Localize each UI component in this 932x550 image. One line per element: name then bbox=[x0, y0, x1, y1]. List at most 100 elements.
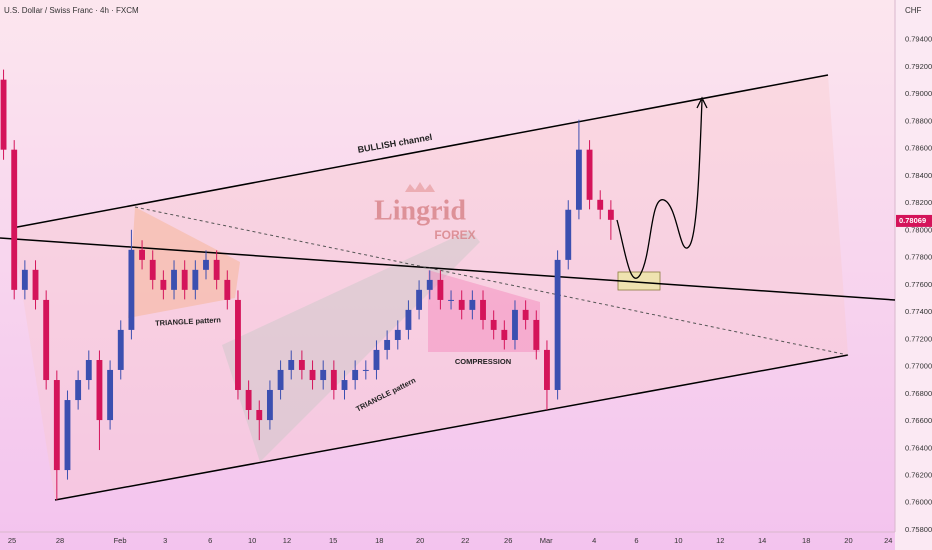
y-tick-label: 0.77800 bbox=[905, 253, 932, 262]
candle-body bbox=[11, 149, 18, 290]
candle-body bbox=[448, 299, 454, 301]
y-tick-label: 0.76000 bbox=[905, 498, 932, 507]
y-tick-label: 0.76400 bbox=[905, 443, 932, 452]
y-tick-label: 0.79000 bbox=[905, 89, 932, 98]
candle-body bbox=[384, 339, 391, 350]
candle-body bbox=[575, 149, 582, 210]
candle-body bbox=[320, 369, 327, 381]
candle-body bbox=[64, 400, 71, 471]
dashed-line bbox=[134, 206, 849, 356]
candle-body bbox=[490, 319, 497, 330]
candle-body bbox=[288, 360, 295, 370]
x-tick-label: 10 bbox=[674, 536, 682, 545]
candle-body bbox=[426, 279, 433, 290]
chart-title: U.S. Dollar / Swiss Franc · 4h · FXCM bbox=[4, 6, 139, 15]
candle-body bbox=[458, 299, 465, 310]
y-tick-label: 0.78200 bbox=[905, 198, 932, 207]
candle-body bbox=[533, 319, 540, 350]
triangle-area bbox=[128, 207, 240, 318]
candle-body bbox=[0, 79, 7, 150]
channel-bottom bbox=[54, 354, 849, 501]
candle-body bbox=[21, 269, 28, 290]
x-tick-label: 18 bbox=[802, 536, 810, 545]
candle-body bbox=[149, 259, 156, 280]
candle-body bbox=[203, 259, 209, 270]
y-tick-label: 0.78600 bbox=[905, 144, 932, 153]
candle-body bbox=[586, 149, 593, 200]
candle-body bbox=[394, 329, 401, 340]
candle-body bbox=[75, 380, 82, 401]
y-tick-label: 0.78000 bbox=[905, 225, 932, 234]
candle-body bbox=[277, 369, 284, 390]
channel-top bbox=[11, 74, 829, 229]
last-price-label: 0.78069 bbox=[899, 216, 926, 225]
candle-body bbox=[512, 309, 518, 340]
x-tick-label: 12 bbox=[283, 536, 291, 545]
y-tick-label: 0.76600 bbox=[905, 416, 932, 425]
y-tick-label: 0.79200 bbox=[905, 62, 932, 71]
x-tick-label: 6 bbox=[208, 536, 212, 545]
x-tick-label: 4 bbox=[592, 536, 596, 545]
watermark: Lingrid bbox=[374, 195, 466, 226]
y-tick-label: 0.79400 bbox=[905, 35, 932, 44]
candle-body bbox=[53, 380, 60, 471]
x-tick-label: 25 bbox=[8, 536, 16, 545]
y-tick-label: 0.77600 bbox=[905, 280, 932, 289]
candle-body bbox=[416, 289, 423, 310]
currency: CHF bbox=[905, 6, 922, 15]
candle-body bbox=[298, 360, 305, 370]
candle-body bbox=[139, 249, 145, 260]
candle-body bbox=[85, 360, 92, 381]
watermark-sub: FOREX bbox=[434, 228, 475, 242]
x-tick-label: 20 bbox=[416, 536, 424, 545]
y-tick-label: 0.77200 bbox=[905, 334, 932, 343]
x-tick-label: 24 bbox=[884, 536, 892, 545]
candle-body bbox=[607, 209, 614, 220]
candle-body bbox=[597, 199, 604, 210]
candle-body bbox=[192, 269, 199, 290]
annotation: COMPRESSION bbox=[455, 357, 511, 366]
x-tick-label: 26 bbox=[504, 536, 512, 545]
candle-body bbox=[405, 309, 412, 330]
x-tick-label: Mar bbox=[540, 536, 553, 545]
candle-body bbox=[224, 279, 231, 300]
x-tick-label: 3 bbox=[163, 536, 167, 545]
x-tick-label: 14 bbox=[758, 536, 766, 545]
candle-body bbox=[160, 279, 167, 290]
arrow-head bbox=[696, 96, 708, 109]
candle-body bbox=[341, 380, 348, 390]
x-tick-label: Feb bbox=[114, 536, 127, 545]
candle-body bbox=[373, 349, 380, 370]
candle-body bbox=[128, 249, 135, 330]
candle-body bbox=[330, 369, 337, 390]
x-tick-label: 18 bbox=[375, 536, 383, 545]
x-tick-label: 15 bbox=[329, 536, 337, 545]
candle-body bbox=[437, 279, 444, 300]
candle-body bbox=[362, 369, 369, 371]
candle-body bbox=[352, 369, 359, 381]
projection-path bbox=[616, 99, 703, 279]
last-price-box bbox=[896, 214, 932, 227]
candle-body bbox=[544, 349, 550, 390]
candle-body bbox=[256, 409, 263, 421]
x-tick-label: 22 bbox=[461, 536, 469, 545]
y-tick-label: 0.77400 bbox=[905, 307, 932, 316]
candle-body bbox=[245, 389, 252, 410]
candle-body bbox=[96, 360, 103, 421]
x-tick-label: 6 bbox=[634, 536, 638, 545]
candle-body bbox=[565, 209, 572, 260]
candle-body bbox=[181, 269, 188, 290]
candle-body bbox=[501, 329, 508, 340]
trend-line bbox=[0, 237, 896, 301]
candle-body bbox=[480, 299, 486, 320]
candle-body bbox=[117, 329, 124, 370]
candle-body bbox=[522, 309, 529, 320]
candle-body bbox=[213, 259, 220, 280]
candle-body bbox=[43, 299, 50, 381]
y-tick-label: 0.78400 bbox=[905, 171, 932, 180]
candle-body bbox=[309, 369, 316, 381]
y-tick-label: 0.77000 bbox=[905, 362, 932, 371]
candle-body bbox=[266, 389, 273, 421]
x-tick-label: 20 bbox=[844, 536, 852, 545]
